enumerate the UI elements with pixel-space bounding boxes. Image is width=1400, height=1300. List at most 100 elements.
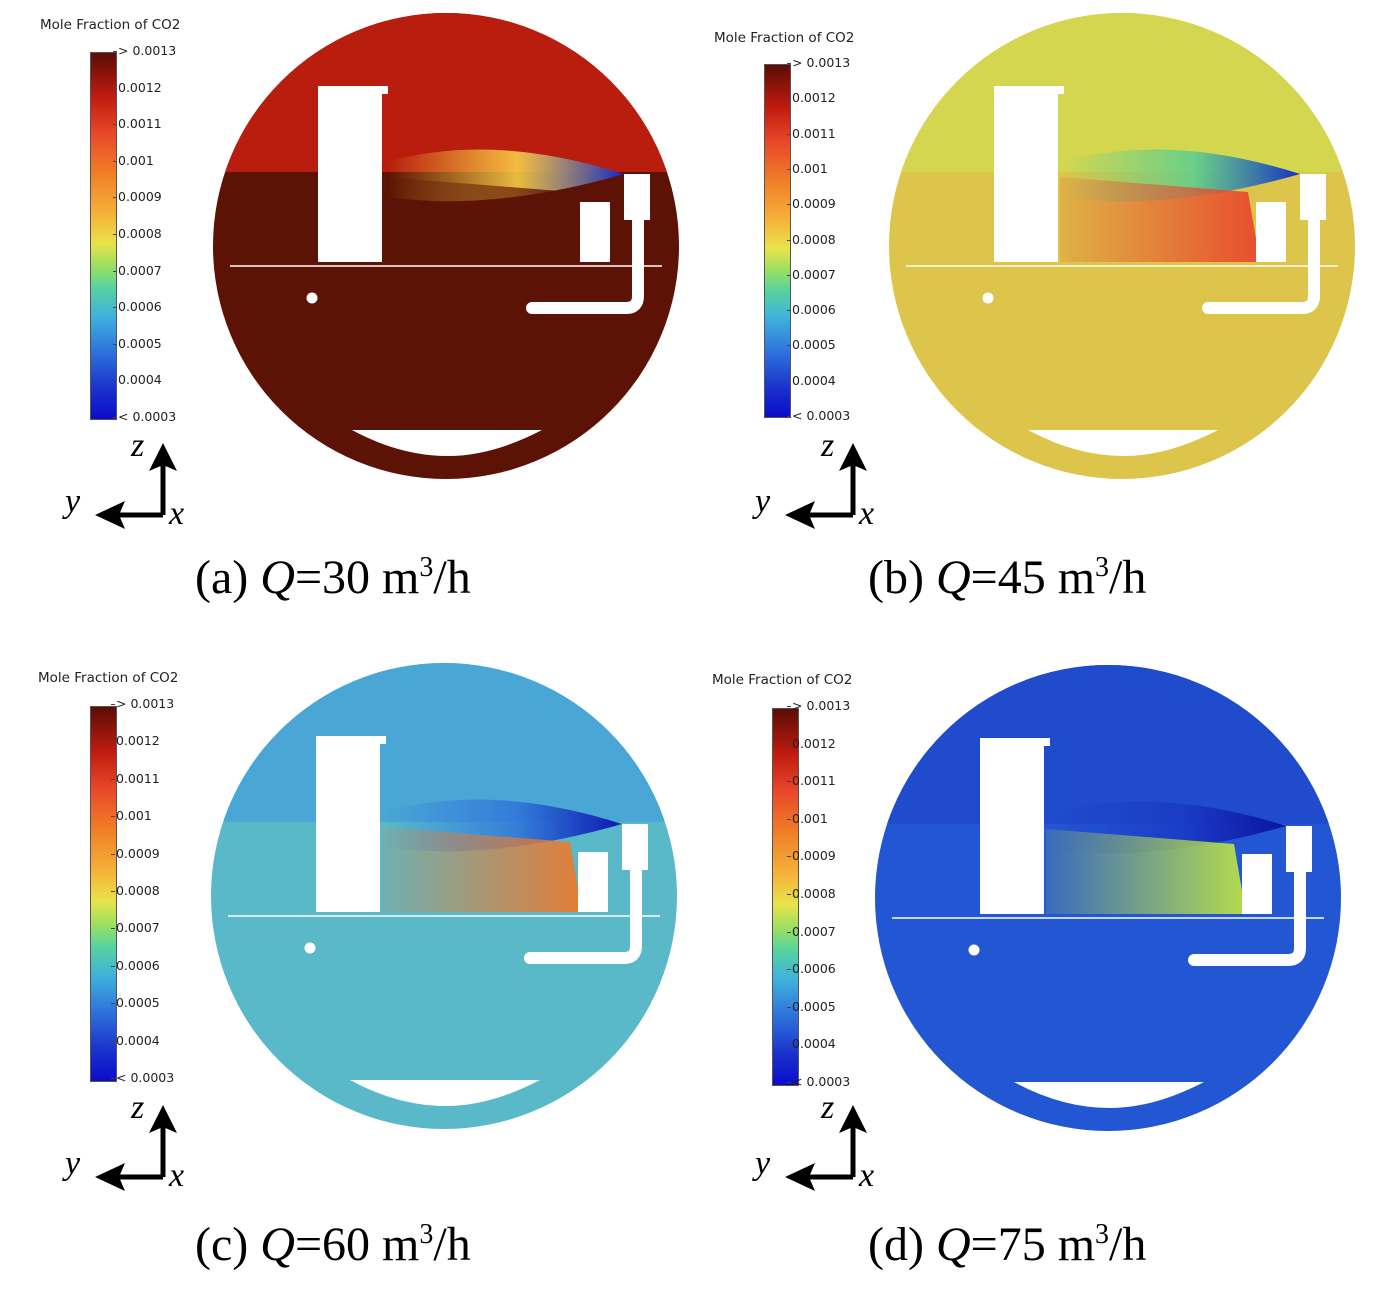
exhaust-pipe bbox=[1188, 864, 1306, 966]
colorbar-tick-label: 0.0009 bbox=[113, 189, 162, 205]
colorbar-tick-label: 0.0009 bbox=[787, 196, 836, 212]
exhaust-pipe bbox=[526, 212, 644, 314]
colorbar-tick-label: 0.0007 bbox=[787, 266, 836, 282]
equipment-box bbox=[580, 202, 610, 262]
colorbar-tick-label: 0.0007 bbox=[787, 923, 836, 939]
colorbar-tick-label: > 0.0013 bbox=[786, 698, 851, 713]
colorbar-tick-label: 0.0006 bbox=[787, 302, 836, 318]
bottom-plate bbox=[352, 430, 542, 456]
caption-label: (c) bbox=[195, 1218, 261, 1271]
axis-label-y: y bbox=[755, 1145, 771, 1182]
colorbar-tick-label: 0.0011 bbox=[787, 773, 836, 789]
colorbar-tick-label: > 0.0013 bbox=[786, 55, 851, 70]
exhaust-pipe bbox=[1202, 212, 1320, 314]
cabinet-cap bbox=[376, 736, 386, 744]
recirculation-zone bbox=[1060, 177, 1260, 262]
colorbar bbox=[90, 52, 117, 420]
contour-disk bbox=[213, 13, 679, 479]
axis-label-y: y bbox=[65, 1145, 81, 1182]
colorbar-tick-label: 0.0006 bbox=[113, 299, 162, 315]
colorbar-tick-label: 0.0006 bbox=[787, 961, 836, 977]
colorbar-tick-label: 0.0008 bbox=[787, 886, 836, 901]
sensor-point bbox=[982, 292, 994, 304]
axis-label-x: x bbox=[169, 1157, 185, 1194]
equipment-cabinet bbox=[318, 86, 382, 262]
equipment-cabinet bbox=[980, 738, 1044, 914]
contour-disk bbox=[875, 665, 1341, 1131]
equipment-box bbox=[1242, 854, 1272, 914]
caption-exp: 3 bbox=[1095, 1219, 1110, 1250]
colorbar-tick-label: 0.0005 bbox=[787, 998, 836, 1014]
legend-title: Mole Fraction of CO2 bbox=[38, 670, 179, 686]
colorbar-tick-label: 0.0009 bbox=[111, 845, 160, 861]
colorbar-tick-label: 0.0004 bbox=[787, 1036, 836, 1052]
caption-label: (b) bbox=[868, 551, 936, 604]
cabinet-cap bbox=[1054, 86, 1064, 94]
colorbar-tick-label: 0.0008 bbox=[787, 231, 836, 247]
axis-label-x: x bbox=[169, 495, 185, 532]
axis-label-z: z bbox=[821, 1089, 835, 1126]
caption-q: Q bbox=[260, 1218, 295, 1271]
caption-unit: /h bbox=[433, 1218, 471, 1271]
legend-title: Mole Fraction of CO2 bbox=[712, 672, 853, 688]
equipment-box bbox=[1256, 202, 1286, 262]
colorbar-tick-label: 0.0004 bbox=[787, 372, 836, 388]
caption: (c) Q=60 m3/h bbox=[195, 1217, 471, 1272]
axis-label-z: z bbox=[131, 427, 145, 464]
colorbar-tick-label: < 0.0003 bbox=[112, 409, 177, 424]
caption-eq: =45 m bbox=[970, 551, 1096, 604]
contour-disk bbox=[889, 13, 1355, 479]
colorbar-tick-label: 0.0012 bbox=[787, 735, 836, 751]
colorbar-tick-label: 0.0007 bbox=[113, 262, 162, 278]
colorbar-tick-label: 0.0004 bbox=[113, 372, 162, 388]
field-upper-region bbox=[211, 663, 677, 822]
colorbar-tick-label: < 0.0003 bbox=[786, 1074, 851, 1089]
equipment-box bbox=[578, 852, 608, 912]
coordinate-axes: z y x bbox=[755, 427, 895, 535]
axis-label-z: z bbox=[821, 427, 835, 464]
axes-arrows bbox=[95, 443, 177, 529]
axes-arrows bbox=[95, 1105, 177, 1191]
coordinate-axes: z y x bbox=[65, 427, 205, 535]
bottom-plate bbox=[1028, 430, 1218, 456]
colorbar-tick-label: 0.0005 bbox=[113, 335, 162, 351]
field-upper-region bbox=[213, 13, 679, 172]
colorbar-tick-label: < 0.0003 bbox=[110, 1070, 175, 1085]
caption-exp: 3 bbox=[419, 1219, 434, 1250]
colorbar-tick-label: 0.0006 bbox=[111, 957, 160, 973]
caption-unit: /h bbox=[1109, 1218, 1147, 1271]
colorbar-tick-label: > 0.0013 bbox=[110, 696, 175, 711]
caption-eq: =60 m bbox=[294, 1218, 420, 1271]
colorbar-tick-label: 0.001 bbox=[787, 160, 828, 176]
caption-q: Q bbox=[260, 551, 295, 604]
legend-title: Mole Fraction of CO2 bbox=[40, 17, 181, 33]
colorbar-tick-label: 0.0004 bbox=[111, 1032, 160, 1048]
colorbar bbox=[764, 64, 791, 418]
colorbar-tick-label: 0.0007 bbox=[111, 920, 160, 936]
colorbar-tick-label: 0.0005 bbox=[787, 337, 836, 353]
panel-b: Mole Fraction of CO2 z y x (b) Q=45 m3/h >… bbox=[700, 0, 1400, 650]
equipment-cabinet bbox=[316, 736, 380, 912]
panel-d: Mole Fraction of CO2 z y x (d) Q=75 m3/h >… bbox=[700, 650, 1400, 1300]
bottom-plate bbox=[350, 1080, 540, 1106]
colorbar-tick-label: 0.0008 bbox=[111, 883, 160, 898]
caption-exp: 3 bbox=[419, 552, 434, 583]
colorbar-tick-label: 0.0008 bbox=[113, 226, 162, 241]
coordinate-axes: z y x bbox=[65, 1089, 205, 1197]
colorbar-tick-label: 0.0011 bbox=[113, 116, 162, 132]
colorbar-tick-label: > 0.0013 bbox=[112, 43, 177, 58]
recirculation-zone bbox=[1046, 829, 1246, 914]
caption-q: Q bbox=[935, 551, 971, 604]
sensor-point bbox=[304, 942, 316, 954]
sensor-point bbox=[306, 292, 318, 304]
panel-a: Mole Fraction of CO2 z y x (a) Q=30 m3/h >… bbox=[0, 0, 700, 650]
caption-eq: =30 m bbox=[294, 551, 420, 604]
caption: (b) Q=45 m3/h bbox=[868, 550, 1146, 605]
recirculation-zone bbox=[382, 827, 582, 912]
caption: (a) Q=30 m3/h bbox=[195, 550, 471, 605]
caption-label: (a) bbox=[195, 551, 261, 604]
equipment-cabinet bbox=[994, 86, 1058, 262]
field-upper-region bbox=[875, 665, 1341, 824]
axes-arrows bbox=[785, 1105, 867, 1191]
cabinet-cap bbox=[378, 86, 388, 94]
